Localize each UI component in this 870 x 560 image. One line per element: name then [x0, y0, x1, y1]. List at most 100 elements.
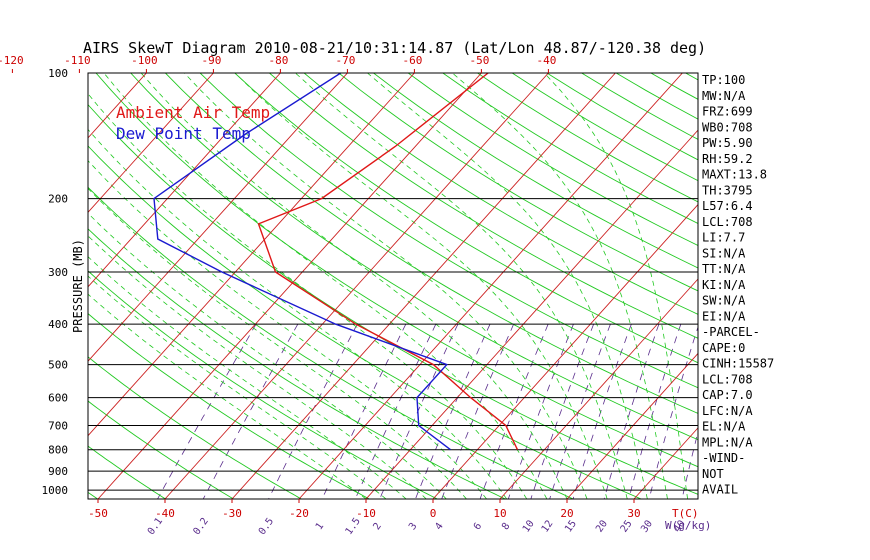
dew-point-temp-line [153, 73, 451, 451]
mixing-ratio-line [628, 324, 682, 499]
bottom-temp-tick-label: -20 [289, 507, 309, 520]
mixing-ratio-line [379, 324, 459, 499]
index-value-label: CINH:15587 [702, 357, 774, 371]
moist-adiabat-line [88, 128, 508, 499]
mixing-ratio-line [157, 323, 257, 499]
index-value-label: LI:7.7 [702, 231, 745, 245]
mixing-ratio-line [681, 430, 698, 499]
isotherm-line [499, 278, 698, 499]
mixing-ratio-tick-label: 15 [563, 518, 579, 534]
top-temp-tick-label: -40 [536, 54, 556, 67]
bottom-temp-tick-label: 10 [493, 507, 506, 520]
mixing-ratio-tick-label: 12 [540, 519, 556, 535]
dry-adiabat-line [88, 356, 302, 499]
dry-adiabat-line [338, 73, 698, 292]
dry-adiabat-line [755, 73, 870, 499]
bottom-temp-tick-label: 0 [430, 507, 437, 520]
dry-adiabat-line [199, 73, 698, 389]
mixing-ratio-line [549, 324, 611, 499]
mixing-ratio-line [268, 324, 358, 499]
plot-frame [87, 72, 699, 500]
dry-adiabat-line [88, 445, 166, 499]
mixing-ratio-line [202, 324, 299, 499]
bottom-temp-tick-label: -30 [222, 507, 242, 520]
dry-adiabat-line [790, 73, 870, 499]
index-value-label: EL:N/A [702, 420, 746, 434]
isotherm-line [298, 73, 683, 499]
top-temp-tick-label: -60 [402, 54, 422, 67]
mixing-ratio-line [603, 324, 660, 499]
moist-adiabat-line [367, 73, 648, 499]
mixing-ratio-line [321, 324, 407, 499]
index-value-label: L57:6.4 [702, 199, 753, 213]
dry-adiabat-line [859, 73, 870, 499]
pressure-tick-label: 1000 [42, 484, 69, 497]
index-value-label: MPL:N/A [702, 435, 753, 449]
pressure-tick-label: 400 [48, 318, 68, 331]
index-value-label: EI:N/A [702, 309, 746, 323]
dry-adiabat-line [88, 400, 234, 499]
moist-adiabat-line [88, 275, 387, 499]
moist-adiabat-line [88, 160, 487, 499]
mixing-ratio-tick-label: 30 [639, 518, 655, 534]
dry-adiabat-line [88, 313, 370, 499]
index-value-label: AVAIL [702, 483, 738, 497]
isotherm-line [432, 203, 698, 499]
moist-adiabat-line [88, 93, 528, 499]
index-value-label: PW:5.90 [702, 136, 753, 150]
isotherm-line [365, 129, 698, 499]
mixing-ratio-tick-label: 0.5 [257, 516, 276, 537]
mixing-ratio-tick-label: 10 [521, 519, 537, 535]
moist-adiabat-line [234, 73, 608, 499]
isotherm-line [97, 73, 482, 499]
pressure-tick-label: 100 [48, 67, 68, 80]
moist-adiabat-line [88, 212, 447, 499]
pressure-tick-label: 600 [48, 392, 68, 405]
top-temp-tick-label: -50 [469, 54, 489, 67]
bottom-temp-tick-label: 20 [560, 507, 573, 520]
mixing-ratio-line [530, 324, 594, 499]
index-value-label: CAP:7.0 [702, 388, 753, 402]
isotherm-line [835, 73, 870, 499]
dry-adiabat-line [88, 103, 698, 495]
index-value-label: LFC:N/A [702, 404, 753, 418]
index-value-label: MW:N/A [702, 89, 746, 103]
index-value-label: LCL:708 [702, 215, 753, 229]
isotherm-line [0, 73, 79, 499]
isotherm-line [768, 73, 870, 499]
top-temp-tick-label: -110 [64, 54, 91, 67]
bottom-temp-tick-label: 30 [627, 507, 640, 520]
mixing-ratio-line [648, 325, 698, 499]
bottom-temp-tick-label: -40 [155, 507, 175, 520]
top-temp-tick-label: -80 [268, 54, 288, 67]
top-temp-tick-label: -100 [131, 54, 158, 67]
pressure-tick-label: 900 [48, 465, 68, 478]
dry-adiabat-line [650, 73, 698, 100]
index-value-label: FRZ:699 [702, 105, 753, 119]
top-temp-tick-label: -120 [0, 54, 24, 67]
index-value-label: -WIND- [702, 451, 745, 465]
dry-adiabat-line [824, 73, 870, 499]
mixing-ratio-tick-label: 3 [407, 521, 419, 532]
dry-adiabat-line [407, 73, 698, 247]
pressure-tick-label: 700 [48, 420, 68, 433]
dry-adiabat-line [88, 145, 642, 499]
ambient-air-temp-line [257, 73, 519, 451]
mixing-ratio-line [415, 324, 491, 499]
index-value-label: SW:N/A [702, 294, 746, 308]
mixing-ratio-tick-label: 6 [472, 521, 484, 532]
bottom-temp-tick-label: -10 [356, 507, 376, 520]
moist-adiabat-line [544, 73, 688, 499]
dry-adiabat-line [269, 73, 698, 339]
index-value-label: TT:N/A [702, 262, 746, 276]
moist-adiabat-line [140, 73, 568, 499]
moist-adiabat-line [452, 73, 668, 499]
isotherm-line [88, 73, 214, 214]
dry-adiabat-line [88, 228, 506, 499]
mixing-ratio-tick-label: 0.2 [191, 516, 210, 537]
dry-adiabat-line [303, 73, 698, 315]
index-value-label: -PARCEL- [702, 325, 760, 339]
index-value-label: TH:3795 [702, 183, 753, 197]
pressure-tick-label: 800 [48, 444, 68, 457]
chart-title: AIRS SkewT Diagram 2010-08-21/10:31:14.8… [83, 39, 706, 57]
